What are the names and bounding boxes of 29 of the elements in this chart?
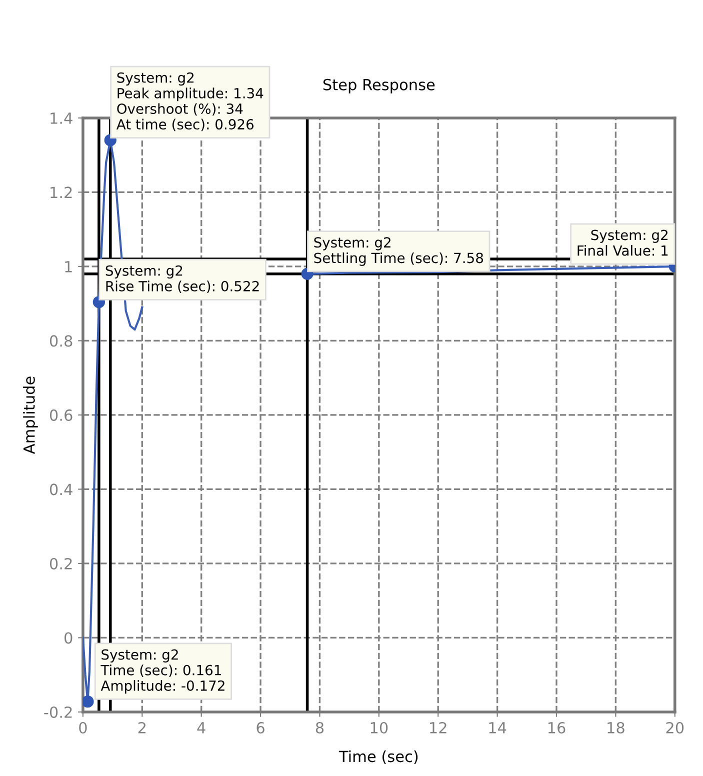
y-tick-label: 1.4: [50, 112, 72, 124]
y-tick-label: 0: [64, 632, 72, 644]
x-tick-label: 12: [430, 722, 446, 734]
annotation: System: g2 Settling Time (sec): 7.58: [314, 237, 484, 266]
x-tick-label: 14: [489, 722, 506, 734]
y-axis-title: Amplitude: [23, 376, 38, 454]
annotation: System: g2 Peak amplitude: 1.34 Overshoot (%): 34 At time (sec): 0.926: [116, 72, 264, 132]
x-tick-label: 18: [608, 722, 624, 734]
point: [82, 696, 94, 708]
y-tick-label: -0.2: [44, 706, 72, 718]
x-tick-label: 16: [548, 722, 566, 734]
x-tick-label: 2: [138, 722, 146, 734]
y-tick-label: 0.6: [50, 409, 72, 421]
x-tick-label: 4: [197, 722, 206, 734]
y-tick-label: 0.8: [50, 335, 72, 347]
x-tick-label: 10: [370, 722, 388, 734]
annotation: System: g2 Final Value: 1: [578, 230, 668, 256]
x-axis-title: Time (sec): [338, 750, 418, 764]
annotation: System: g2 Rise Time (sec): 0.522: [106, 265, 259, 294]
x-tick-label: 6: [256, 722, 264, 734]
y-tick-label: 0.4: [50, 484, 72, 496]
y-tick-label: 1: [65, 261, 72, 272]
y-tick-label: 1.2: [50, 186, 72, 198]
x-tick-label: 20: [666, 722, 684, 734]
y-tick-label: 0.2: [50, 558, 72, 570]
x-tick-label: 0: [79, 722, 87, 734]
annotation: System: g2 Time (sec): 0.161 Amplitude: -0.172: [100, 649, 224, 694]
x-tick-label: 8: [316, 722, 324, 734]
chart-title: Step Response: [323, 78, 435, 94]
